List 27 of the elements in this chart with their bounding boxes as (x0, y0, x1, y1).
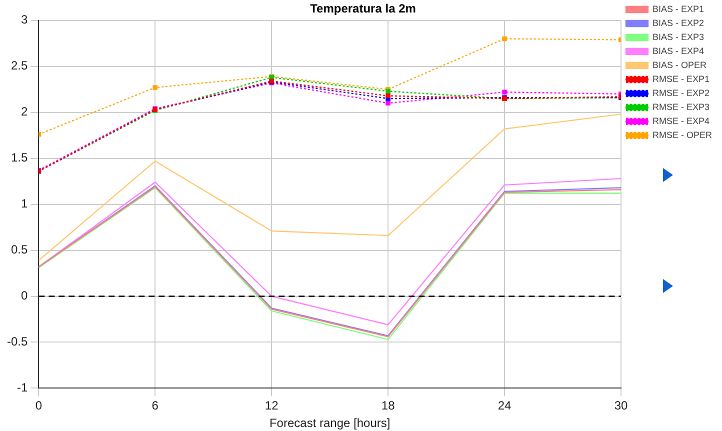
x-tick-label: 18 (381, 398, 396, 413)
y-tick-label: 0.5 (10, 242, 28, 257)
legend-label: BIAS - EXP4 (652, 46, 704, 56)
x-tick-label: 30 (614, 398, 628, 413)
legend-label: BIAS - OPER (652, 60, 708, 70)
legend-label: RMSE - EXP4 (652, 116, 710, 126)
chart-title: Temperatura la 2m (310, 2, 416, 16)
legend-label: BIAS - EXP1 (652, 4, 704, 14)
legend-label: RMSE - EXP2 (652, 88, 710, 98)
legend-label: BIAS - EXP3 (652, 32, 704, 42)
legend-label: BIAS - EXP2 (652, 18, 704, 28)
y-tick-label: -1 (17, 380, 28, 395)
x-tick-label: 0 (35, 398, 42, 413)
x-tick-label: 24 (498, 398, 512, 413)
x-tick-label: 6 (152, 398, 159, 413)
legend-label: RMSE - EXP3 (652, 102, 710, 112)
y-tick-label: 1 (20, 196, 28, 211)
x-tick-label: 12 (264, 398, 279, 413)
legend-label: RMSE - OPER (652, 130, 712, 140)
x-axis-title: Forecast range [hours] (269, 416, 390, 430)
y-tick-label: 0 (20, 288, 28, 303)
y-tick-label: 3 (20, 12, 28, 27)
y-tick-label: 2 (20, 104, 28, 119)
y-tick-label: -0.5 (6, 334, 28, 349)
legend-label: RMSE - EXP1 (652, 74, 710, 84)
y-tick-label: 2.5 (10, 58, 28, 73)
y-tick-label: 1.5 (10, 150, 28, 165)
